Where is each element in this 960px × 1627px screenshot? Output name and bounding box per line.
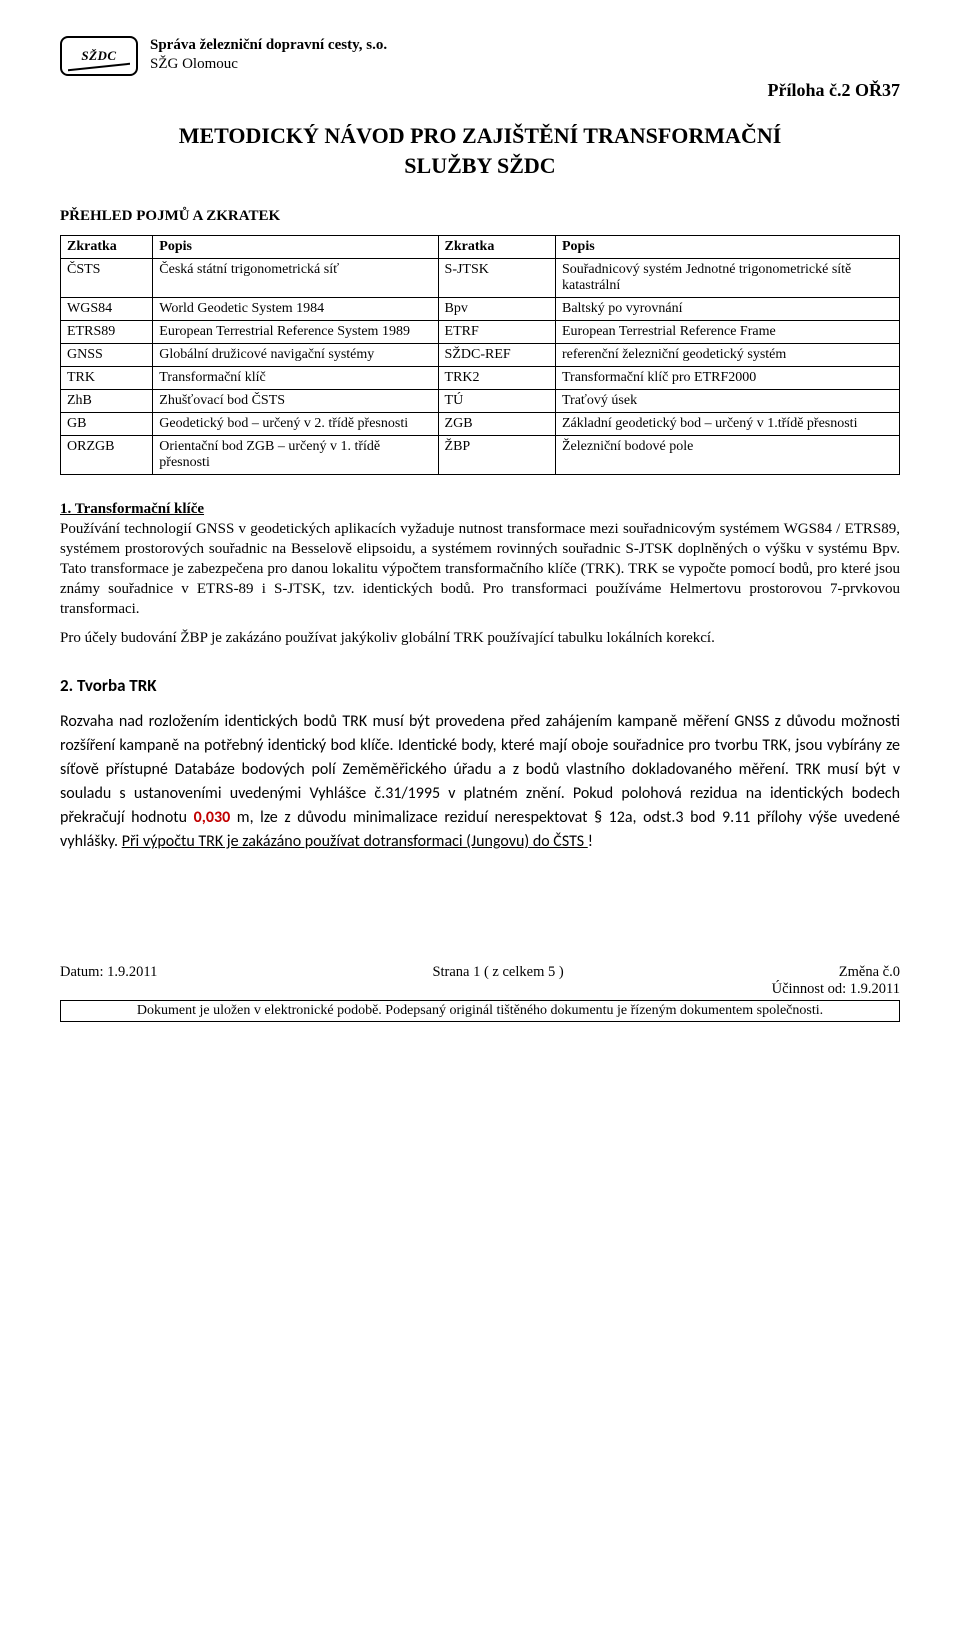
table-cell: Základní geodetický bod – určený v 1.tří… xyxy=(555,413,899,436)
table-cell: Globální družicové navigační systémy xyxy=(153,344,438,367)
table-cell: GNSS xyxy=(61,344,153,367)
abbreviations-table: Zkratka Popis Zkratka Popis ČSTSČeská st… xyxy=(60,235,900,475)
table-row: ZhBZhušťovací bod ČSTSTÚTraťový úsek xyxy=(61,390,900,413)
subheading: PŘEHLED POJMŮ A ZKRATEK xyxy=(60,208,900,225)
table-row: TRKTransformační klíčTRK2Transformační k… xyxy=(61,367,900,390)
footer-row-1: Datum: 1.9.2011 Strana 1 ( z celkem 5 ) … xyxy=(60,964,900,981)
table-cell: Orientační bod ZGB – určený v 1. třídě p… xyxy=(153,436,438,475)
table-cell: TRK xyxy=(61,367,153,390)
footer-effective: Účinnost od: 1.9.2011 xyxy=(772,981,900,997)
table-row: WGS84World Geodetic System 1984BpvBaltsk… xyxy=(61,298,900,321)
table-cell: Transformační klíč pro ETRF2000 xyxy=(555,367,899,390)
title-line1: METODICKÝ NÁVOD PRO ZAJIŠTĚNÍ TRANSFORMA… xyxy=(179,123,782,148)
footer-page: Strana 1 ( z celkem 5 ) xyxy=(432,964,563,981)
section-2-title: 2. Tvorba TRK xyxy=(60,675,900,696)
table-header-row: Zkratka Popis Zkratka Popis xyxy=(61,236,900,259)
table-cell: Bpv xyxy=(438,298,555,321)
table-cell: ZhB xyxy=(61,390,153,413)
table-row: GNSSGlobální družicové navigační systémy… xyxy=(61,344,900,367)
table-cell: Česká státní trigonometrická síť xyxy=(153,259,438,298)
title-line2: SLUŽBY SŽDC xyxy=(404,153,555,178)
table-cell: WGS84 xyxy=(61,298,153,321)
section-2-red-value: 0,030 xyxy=(194,808,231,827)
table-cell: referenční železniční geodetický systém xyxy=(555,344,899,367)
table-cell: ČSTS xyxy=(61,259,153,298)
table-cell: TÚ xyxy=(438,390,555,413)
table-cell: World Geodetic System 1984 xyxy=(153,298,438,321)
footer-change: Změna č.0 xyxy=(839,964,900,981)
table-cell: SŽDC-REF xyxy=(438,344,555,367)
table-cell: ŽBP xyxy=(438,436,555,475)
footer-disclaimer: Dokument je uložen v elektronické podobě… xyxy=(60,1000,900,1022)
section-2-para: Rozvaha nad rozložením identických bodů … xyxy=(60,710,900,854)
th-popis-2: Popis xyxy=(555,236,899,259)
org-line2: SŽG Olomouc xyxy=(150,55,387,74)
org-line1: Správa železniční dopravní cesty, s.o. xyxy=(150,36,387,55)
footer-date: Datum: 1.9.2011 xyxy=(60,964,157,981)
org-block: Správa železniční dopravní cesty, s.o. S… xyxy=(150,36,387,74)
th-popis-1: Popis xyxy=(153,236,438,259)
table-cell: ORZGB xyxy=(61,436,153,475)
table-cell: GB xyxy=(61,413,153,436)
table-cell: ETRS89 xyxy=(61,321,153,344)
th-zkratka-2: Zkratka xyxy=(438,236,555,259)
table-cell: European Terrestrial Reference System 19… xyxy=(153,321,438,344)
logo: SŽDC xyxy=(60,36,138,76)
page-title: METODICKÝ NÁVOD PRO ZAJIŠTĚNÍ TRANSFORMA… xyxy=(60,121,900,180)
table-row: GBGeodetický bod – určený v 2. třídě pře… xyxy=(61,413,900,436)
table-cell: Transformační klíč xyxy=(153,367,438,390)
table-cell: Geodetický bod – určený v 2. třídě přesn… xyxy=(153,413,438,436)
table-row: ETRS89European Terrestrial Reference Sys… xyxy=(61,321,900,344)
table-row: ČSTSČeská státní trigonometrická síťS-JT… xyxy=(61,259,900,298)
table-cell: ZGB xyxy=(438,413,555,436)
logo-text: SŽDC xyxy=(81,48,116,64)
table-cell: Souřadnicový systém Jednotné trigonometr… xyxy=(555,259,899,298)
section-1-title: 1. Transformační klíče xyxy=(60,501,900,518)
page-footer: Datum: 1.9.2011 Strana 1 ( z celkem 5 ) … xyxy=(60,964,900,1022)
section-2-underlined: Při výpočtu TRK je zakázáno používat dot… xyxy=(122,832,588,851)
th-zkratka-1: Zkratka xyxy=(61,236,153,259)
table-row: ORZGBOrientační bod ZGB – určený v 1. tř… xyxy=(61,436,900,475)
section-1-para-2: Pro účely budování ŽBP je zakázáno použí… xyxy=(60,629,900,649)
table-cell: Traťový úsek xyxy=(555,390,899,413)
table-cell: S-JTSK xyxy=(438,259,555,298)
table-cell: Zhušťovací bod ČSTS xyxy=(153,390,438,413)
table-cell: Železniční bodové pole xyxy=(555,436,899,475)
section-1-para-1: Používání technologií GNSS v geodetickýc… xyxy=(60,520,900,619)
attachment-label: Příloha č.2 OŘ37 xyxy=(60,80,900,101)
table-cell: Baltský po vyrovnání xyxy=(555,298,899,321)
table-cell: TRK2 xyxy=(438,367,555,390)
table-cell: ETRF xyxy=(438,321,555,344)
footer-row-2: Účinnost od: 1.9.2011 xyxy=(60,981,900,998)
page-header: SŽDC Správa železniční dopravní cesty, s… xyxy=(60,36,900,76)
table-cell: European Terrestrial Reference Frame xyxy=(555,321,899,344)
section-2-excl: ! xyxy=(588,832,593,851)
